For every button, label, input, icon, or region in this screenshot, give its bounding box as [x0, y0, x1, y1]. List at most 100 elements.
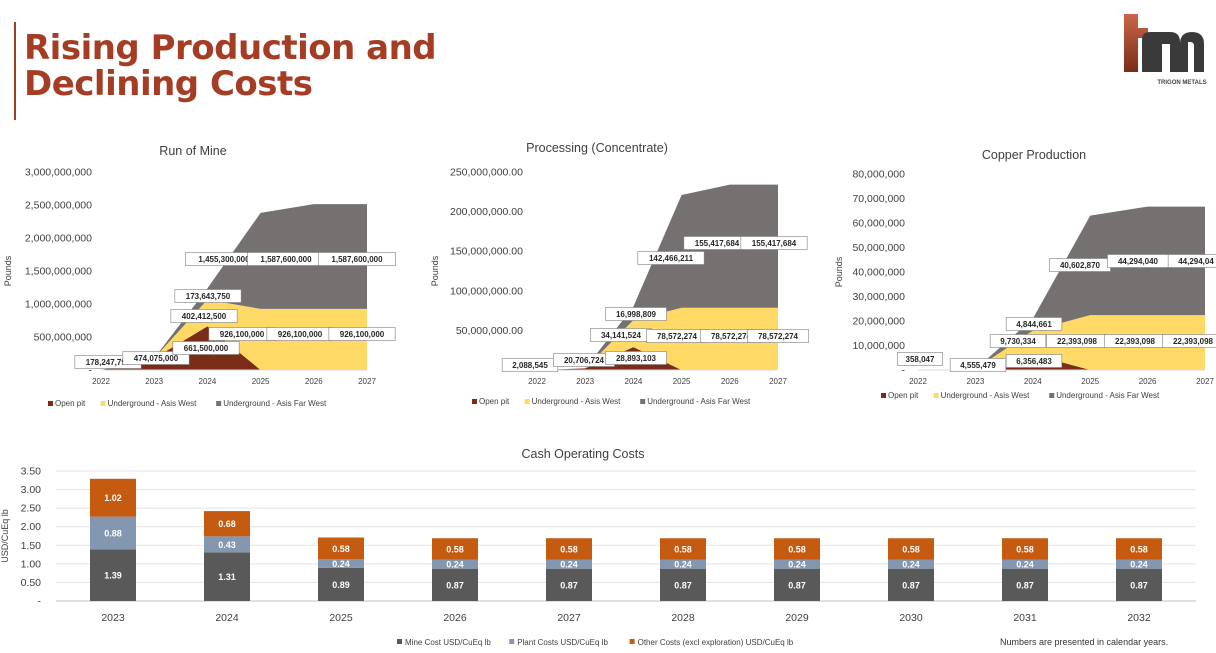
bar-chart-ytick-label: 3.00: [21, 484, 42, 496]
chart2-legend-label: Underground - Asis Far West: [647, 397, 751, 406]
bar-chart-ytick-label: 0.50: [21, 577, 42, 589]
chart2-xtick-label: 2027: [769, 377, 787, 386]
chart1-xtick-label: 2022: [92, 377, 110, 386]
chart2-ytick-label: 150,000,000.00: [450, 246, 523, 258]
chart1-legend-label: Underground - Asis Far West: [223, 399, 327, 408]
chart1-data-label-box: [328, 327, 396, 341]
bar-data-label: 0.24: [560, 560, 578, 570]
chart1-ytick-label: -: [89, 365, 93, 377]
chart3-legend-label: Underground - Asis West: [941, 391, 1031, 400]
chart1-legend-swatch: [100, 401, 106, 406]
bar-data-label: 0.68: [218, 519, 236, 529]
chart2-ytick-label: 250,000,000.00: [450, 167, 523, 179]
bar-segment-2: [204, 536, 250, 553]
chart3-data-label-text: 6,356,483: [1016, 357, 1052, 366]
chart3-data-label-box: [1005, 317, 1063, 331]
bar-segment-1: [1002, 568, 1048, 601]
chart2-data-label-text: 2,088,545: [512, 361, 548, 370]
chart3-xtick-label: 2022: [909, 377, 927, 386]
chart2-xtick-label: 2025: [673, 377, 691, 386]
chart2-legend-swatch: [472, 399, 477, 404]
bar-data-label: 0.58: [1130, 545, 1148, 555]
chart2-xtick-label: 2026: [721, 377, 739, 386]
chart3-legend-swatch: [881, 393, 886, 398]
chart1-data-label: 926,100,000: [328, 327, 396, 341]
chart3-ytick-label: 10,000,000: [852, 340, 905, 352]
chart2-data-label-box: [740, 236, 808, 250]
chart2-ytick-label: 200,000,000.00: [450, 206, 523, 218]
chart2-data-label: 78,572,274: [646, 329, 708, 343]
bar-data-label: 0.87: [560, 580, 578, 590]
chart1-data-label-box: [172, 341, 240, 355]
chart2-data-label: 28,893,103: [605, 351, 667, 365]
chart3-legend-swatch: [933, 393, 939, 398]
chart1-data-label: 402,412,500: [170, 309, 238, 323]
chart3-data-label: 358,047: [897, 352, 943, 366]
bar-data-label: 0.24: [674, 560, 692, 570]
chart2-data-label: 78,572,274: [747, 329, 809, 343]
chart1-data-label: 661,500,000: [172, 341, 240, 355]
chart2-title: Processing (Concentrate): [526, 141, 668, 155]
chart3-data-label: 44,294,04: [1167, 254, 1216, 268]
chart3-data-label-text: 22,393,098: [1173, 337, 1214, 346]
bar-data-label: 0.24: [1016, 560, 1034, 570]
chart2-data-label-text: 16,998,809: [616, 310, 657, 319]
bar-data-label: 0.43: [218, 540, 236, 550]
bar-chart-xtick-label: 2031: [1013, 612, 1037, 624]
chart3-data-label-box: [1162, 334, 1216, 348]
bar-chart-legend-swatch: [629, 639, 635, 644]
chart1-xtick-label: 2027: [358, 377, 376, 386]
chart1-xtick-label: 2024: [199, 377, 217, 386]
chart2-ytick-label: 50,000,000.00: [456, 325, 523, 337]
chart2-data-label-text: 155,417,684: [695, 239, 740, 248]
bar-data-label: 0.58: [446, 545, 464, 555]
bar-chart-ytick-label: 2.50: [21, 503, 42, 515]
chart3-ytick-label: -: [902, 365, 906, 377]
bar-segment-2: [90, 516, 136, 550]
chart1-data-label-text: 661,500,000: [184, 344, 229, 353]
tm-logo-icon: TRIGON METALS: [1124, 14, 1207, 86]
bar-chart-xtick-label: 2032: [1127, 612, 1151, 624]
chart2-data-label-box: [747, 329, 809, 343]
bar-segment-3: [1002, 538, 1048, 560]
chart3-data-label: 4,555,479: [949, 358, 1007, 372]
chart3-data-label-text: 4,844,661: [1016, 320, 1052, 329]
chart3-title: Copper Production: [982, 148, 1086, 162]
chart2-ylabel: Pounds: [430, 255, 440, 286]
bar-segment-1: [432, 568, 478, 601]
bar-chart-ytick-label: 2.00: [21, 521, 42, 533]
chart3-data-label: 4,844,661: [1005, 317, 1063, 331]
chart1-legend-label: Underground - Asis West: [108, 399, 198, 408]
bar-data-label: 0.24: [788, 560, 806, 570]
chart1-legend-swatch: [48, 401, 53, 406]
chart3-data-label-text: 44,294,04: [1178, 257, 1214, 266]
chart2-data-label-text: 78,572,274: [711, 332, 752, 341]
bar-chart-ylabel: USD/CuEq lb: [0, 509, 10, 563]
chart1-xtick-label: 2023: [145, 377, 163, 386]
chart2-data-label-text: 28,893,103: [616, 354, 657, 363]
chart1-ytick-label: 1,000,000,000: [25, 299, 92, 311]
bar-chart-xtick-label: 2024: [215, 612, 239, 624]
bar-data-label: 0.58: [788, 545, 806, 555]
chart2-data-label: 34,141,524: [590, 328, 652, 342]
bar-chart-legend-label: Plant Costs USD/CuEq lb: [517, 638, 608, 647]
bar-segment-2: [546, 559, 592, 569]
chart2-xtick-label: 2022: [528, 377, 546, 386]
bar-data-label: 0.24: [902, 560, 920, 570]
chart1-data-label-text: 474,075,000: [134, 354, 179, 363]
bar-segment-3: [432, 538, 478, 560]
chart2-data-label: 16,998,809: [605, 307, 667, 321]
bar-data-label: 1.31: [218, 572, 236, 582]
chart3-xtick-label: 2023: [967, 377, 985, 386]
chart3-legend-label: Underground - Asis Far West: [1056, 391, 1160, 400]
bar-data-label: 0.87: [788, 580, 806, 590]
bar-segment-1: [660, 568, 706, 601]
bar-data-label: 0.89: [332, 580, 350, 590]
chart3-data-label: 22,393,098: [1162, 334, 1216, 348]
chart1-legend-swatch: [216, 401, 222, 406]
chart1-legend-label: Open pit: [55, 399, 86, 408]
chart1-data-label-text: 926,100,000: [340, 330, 385, 339]
chart2-data-label: 155,417,684: [683, 236, 751, 250]
chart3-ytick-label: 30,000,000: [852, 291, 905, 303]
bar-segment-2: [888, 559, 934, 569]
